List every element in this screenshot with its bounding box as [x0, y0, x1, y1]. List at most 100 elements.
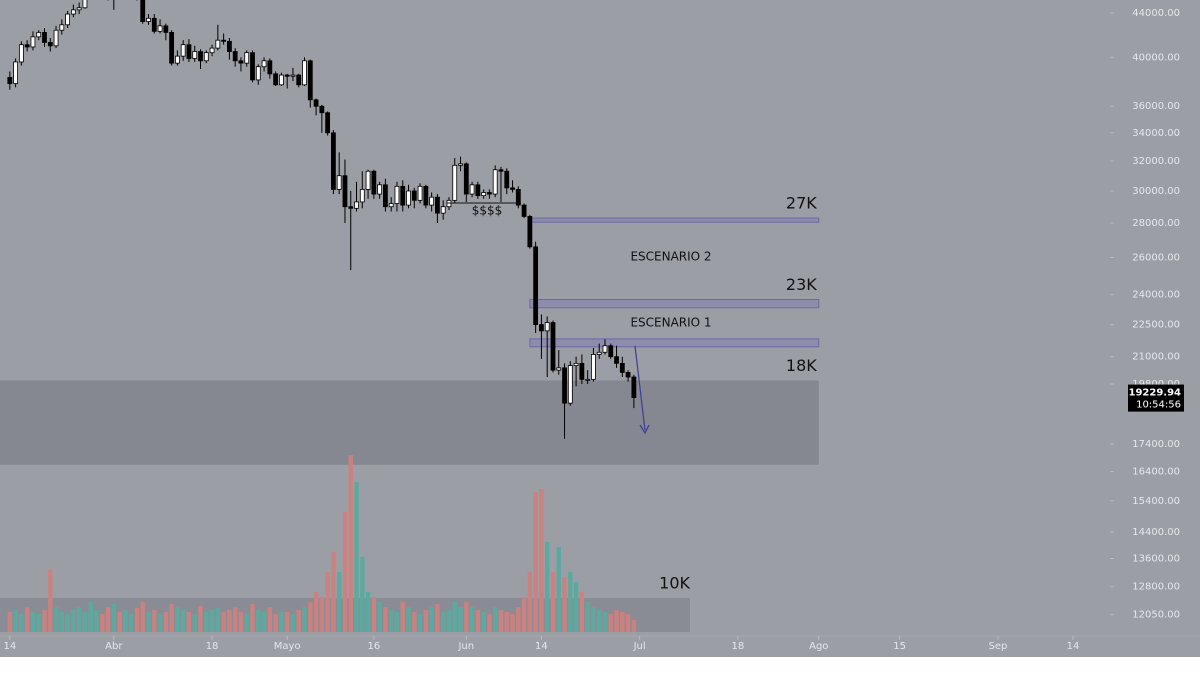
volume-bar	[458, 607, 463, 632]
volume-bar	[146, 612, 151, 632]
volume-bar	[452, 602, 457, 632]
volume-bar	[48, 570, 53, 632]
price-zone	[529, 338, 820, 348]
candle-body	[371, 170, 377, 195]
volume-bar	[464, 602, 469, 632]
last-price: 19229.94	[1128, 388, 1181, 399]
arrow-head	[639, 424, 650, 435]
candle-body	[226, 40, 232, 52]
candle-body	[567, 365, 573, 404]
volume-bar	[117, 612, 122, 632]
volume-bar	[440, 612, 446, 632]
volume-bar	[533, 492, 538, 632]
arrow	[634, 345, 646, 431]
volume-bar	[602, 612, 608, 632]
candle-body	[556, 367, 562, 371]
volume-bar	[53, 607, 59, 632]
volume-bar	[400, 602, 405, 632]
candle-body	[42, 32, 47, 43]
volume-bar	[614, 610, 619, 632]
volume-bar	[198, 606, 203, 632]
volume-bar	[556, 547, 561, 632]
y-tick-label: 32000.00	[1132, 156, 1180, 167]
candle-body	[82, 0, 88, 9]
candle-body	[417, 185, 423, 201]
candle-body	[596, 351, 602, 355]
volume-bar	[348, 455, 353, 632]
volume-bar	[232, 607, 238, 632]
volume-bar	[423, 610, 429, 632]
y-tick-label: 12800.00	[1132, 582, 1180, 593]
volume-bar	[42, 610, 47, 632]
volume-bar	[608, 614, 613, 632]
volume-bar	[585, 602, 590, 632]
candle-body	[435, 196, 440, 214]
volume-bar	[250, 604, 255, 632]
background	[0, 0, 1200, 657]
candle-body	[625, 372, 631, 378]
candle-body	[313, 99, 319, 107]
volume-bar	[377, 602, 382, 632]
volume-bar	[475, 610, 481, 632]
candle-body	[273, 73, 279, 86]
candle-body	[215, 39, 221, 49]
volume-bar	[100, 614, 105, 632]
y-tick-label: 44000.00	[1132, 8, 1180, 19]
candle-body	[290, 74, 296, 77]
y-tick-label: 12050.00	[1132, 610, 1180, 621]
price-zone	[0, 380, 819, 465]
volume-bar	[152, 610, 157, 632]
candle-body	[284, 74, 290, 77]
volume-bar	[215, 608, 221, 632]
candle-body	[244, 52, 250, 64]
volume-bar	[180, 610, 186, 632]
volume-bar	[429, 607, 434, 632]
volume-bar	[19, 614, 24, 632]
volume-bar	[238, 612, 244, 632]
volume-bar	[521, 597, 527, 632]
candle-body	[591, 354, 596, 380]
candle-body	[174, 55, 180, 64]
volume-bar	[302, 607, 307, 632]
candle-body	[198, 51, 203, 62]
volume-bar	[76, 607, 82, 632]
volume-bar	[498, 610, 504, 632]
candle-body	[192, 51, 198, 59]
candle-body	[498, 169, 504, 172]
candle-body	[53, 29, 59, 47]
candle-body	[533, 246, 539, 326]
volume-bar	[140, 602, 145, 632]
volume-bar	[406, 607, 411, 632]
volume-bar	[30, 612, 36, 632]
candle-body	[325, 112, 331, 134]
x-tick-label: 18	[206, 641, 219, 652]
candle-body	[510, 187, 515, 190]
zone-label: 23K	[786, 275, 817, 294]
candle-body	[279, 74, 284, 86]
candle-body	[608, 345, 614, 358]
candle-body	[76, 7, 82, 11]
volume-bar	[492, 607, 498, 632]
candle-body	[469, 184, 475, 195]
volume-bar	[88, 602, 93, 632]
candle-body	[267, 60, 273, 75]
candle-body	[481, 192, 487, 197]
candle-body	[400, 185, 406, 206]
volume-bar	[516, 607, 521, 632]
zone-label: 27K	[786, 194, 817, 213]
volume-bar	[7, 612, 13, 632]
volume-bar	[221, 612, 226, 632]
candle-body	[302, 60, 307, 86]
candle-body	[527, 216, 533, 248]
volume-bar	[123, 610, 128, 632]
volume-bar	[204, 612, 209, 632]
volume-bar	[244, 614, 249, 632]
candle-body	[550, 322, 556, 371]
x-tick-label: 16	[367, 641, 380, 652]
x-tick-label: 18	[732, 641, 745, 652]
candle-body	[250, 52, 255, 81]
y-tick-label: 19800.00	[1132, 379, 1180, 390]
volume-bar	[360, 557, 365, 632]
y-tick-label: 26000.00	[1132, 252, 1180, 263]
volume-bar	[82, 612, 88, 632]
